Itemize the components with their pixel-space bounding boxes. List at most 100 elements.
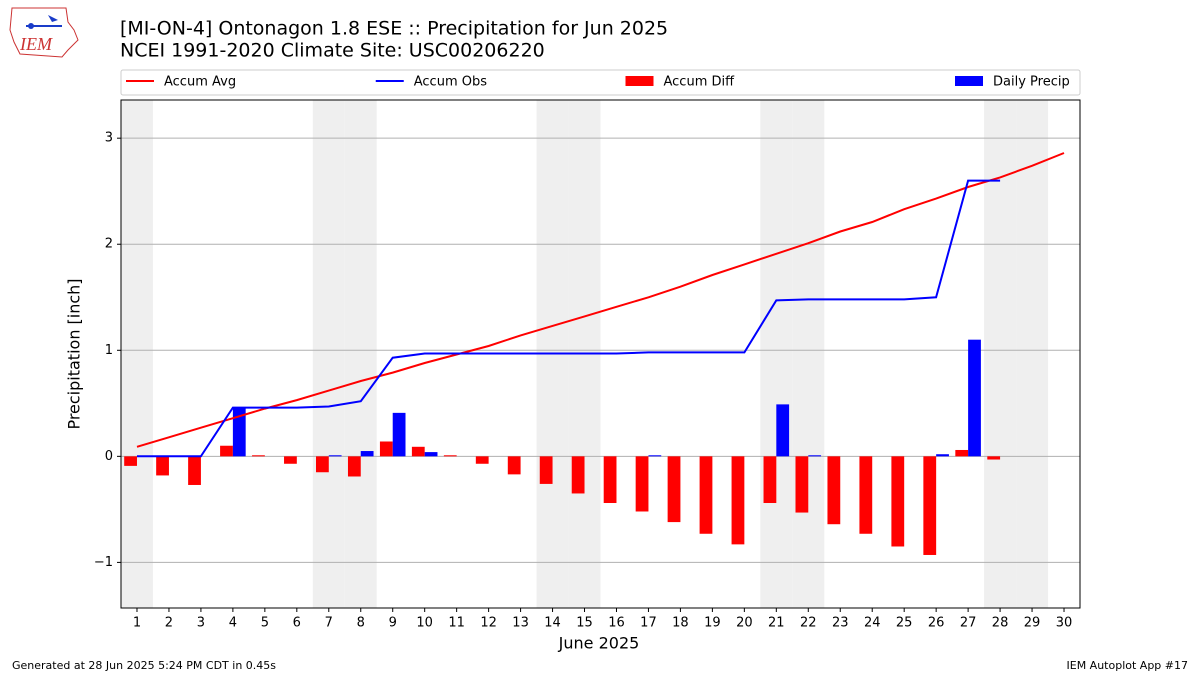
weekend-shade (760, 100, 793, 608)
x-tick-label: 7 (325, 616, 333, 631)
x-tick-label: 18 (672, 616, 689, 631)
bar (603, 456, 617, 504)
weekend-shade (121, 100, 153, 608)
legend-swatch (625, 76, 654, 86)
logo-outline (9, 7, 79, 58)
x-tick-label: 17 (640, 616, 657, 631)
x-tick-label: 13 (512, 616, 529, 631)
bar (252, 455, 265, 457)
x-tick-label: 9 (389, 616, 397, 631)
x-tick-label: 14 (544, 616, 561, 631)
legend-label: Accum Avg (164, 75, 236, 90)
weekend-shade (1016, 100, 1049, 608)
y-tick-label: 2 (105, 237, 113, 252)
x-tick-label: 5 (261, 616, 269, 631)
legend-swatch (955, 76, 983, 86)
y-tick-label: 3 (105, 131, 113, 146)
weekend-shade (792, 100, 825, 608)
plot-frame (120, 99, 1081, 609)
y-axis-label: Precipitation [inch] (65, 278, 84, 429)
bar (360, 451, 374, 457)
x-tick-label: 22 (800, 616, 817, 631)
bar (124, 456, 137, 466)
x-tick-label: 23 (832, 616, 849, 631)
bar (667, 456, 681, 523)
chart-title: [MI-ON-4] Ontonagon 1.8 ESE :: Precipita… (120, 18, 668, 40)
footer-right: IEM Autoplot App #17 (1067, 659, 1189, 672)
chart-subtitle: NCEI 1991-2020 Climate Site: USC00206220 (120, 40, 545, 62)
x-tick-label: 16 (608, 616, 625, 631)
x-tick-label: 29 (1024, 616, 1041, 631)
bar (731, 456, 745, 545)
y-tick-label: 1 (105, 343, 113, 358)
x-tick-label: 15 (576, 616, 593, 631)
y-tick-label: −1 (94, 555, 113, 570)
bar (923, 456, 937, 555)
bar (156, 456, 169, 476)
x-tick-label: 27 (960, 616, 977, 631)
x-tick-label: 28 (992, 616, 1009, 631)
bar (827, 456, 841, 525)
legend (120, 69, 1081, 96)
bar (443, 455, 457, 457)
x-tick-label: 21 (768, 616, 785, 631)
legend-label: Accum Obs (414, 75, 487, 90)
x-tick-label: 3 (197, 616, 205, 631)
bar (379, 441, 393, 457)
logo: IEM (9, 7, 79, 58)
line (137, 179, 1001, 458)
bar (808, 455, 822, 457)
x-tick-label: 30 (1056, 616, 1073, 631)
x-tick-label: 25 (896, 616, 913, 631)
bar (763, 456, 777, 504)
bar (891, 456, 905, 547)
x-tick-label: 1 (133, 616, 141, 631)
bar (635, 456, 649, 512)
x-tick-label: 24 (864, 616, 881, 631)
y-tick-label: 0 (105, 449, 113, 464)
logo-flag (48, 15, 58, 22)
x-tick-label: 4 (229, 616, 237, 631)
x-tick-label: 20 (736, 616, 753, 631)
bar (571, 456, 585, 494)
bar (776, 404, 790, 457)
bar (232, 407, 246, 457)
bar (328, 455, 342, 457)
weekend-shade (344, 100, 377, 608)
bar (315, 456, 329, 473)
bar (987, 456, 1001, 460)
x-tick-label: 11 (448, 616, 465, 631)
bar (411, 446, 425, 457)
bar (392, 412, 406, 457)
bar (955, 449, 969, 457)
bar (859, 456, 873, 534)
x-axis-label: June 2025 (558, 634, 640, 653)
weekend-shade (984, 100, 1017, 608)
x-tick-label: 8 (357, 616, 365, 631)
bar (648, 455, 662, 457)
x-tick-label: 10 (416, 616, 433, 631)
bar (220, 445, 233, 457)
bar (424, 452, 438, 457)
bar (539, 456, 553, 484)
bar (284, 456, 297, 464)
bar (795, 456, 809, 513)
bar (347, 456, 361, 477)
logo-dot (28, 23, 34, 29)
legend-label: Accum Diff (664, 75, 736, 90)
x-tick-label: 6 (293, 616, 301, 631)
legend-label: Daily Precip (993, 75, 1070, 90)
bar (507, 456, 521, 475)
bar (968, 339, 981, 457)
footer-left: Generated at 28 Jun 2025 5:24 PM CDT in … (12, 659, 276, 672)
x-tick-label: 2 (165, 616, 173, 631)
bar (936, 454, 949, 457)
bar (188, 456, 201, 485)
x-tick-label: 19 (704, 616, 721, 631)
weekend-shade (312, 100, 345, 608)
bar (475, 456, 489, 464)
bar (699, 456, 713, 534)
line (136, 152, 1065, 448)
x-tick-label: 26 (928, 616, 945, 631)
